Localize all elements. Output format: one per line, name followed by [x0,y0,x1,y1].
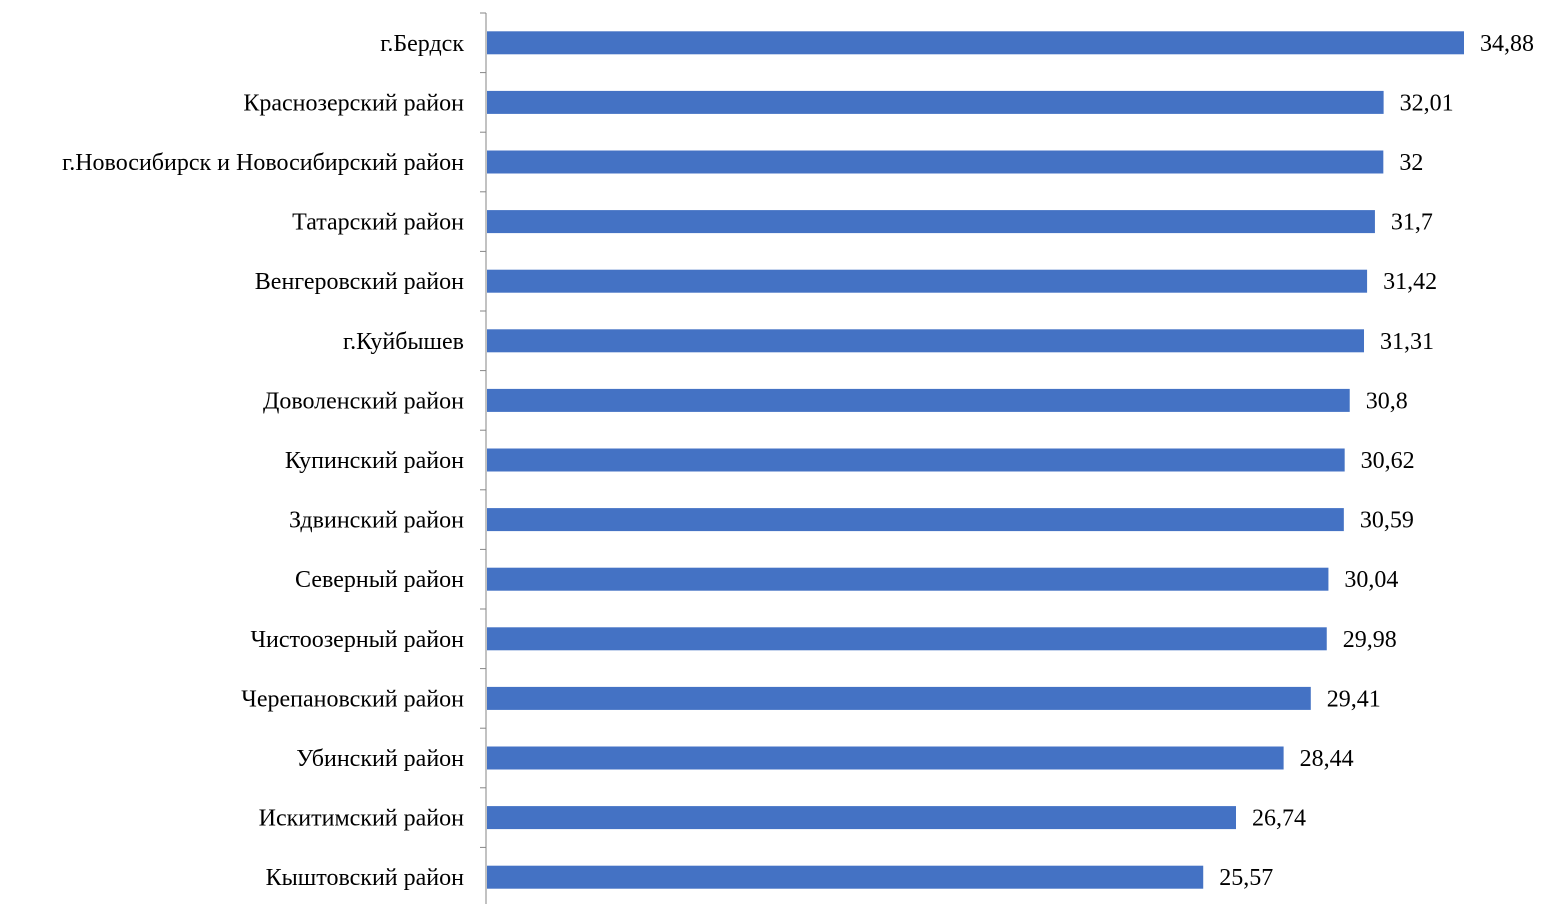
category-label: Кыштовский район [266,865,464,891]
category-label: Краснозерский район [243,90,464,116]
bar [487,686,1311,710]
value-labels: 34,88 32,01 32 31,7 31,42 31,31 30,8 30,62 30,59… [1219,31,1534,891]
data-label: 30,59 [1360,508,1414,534]
category-label: Доволенский район [263,388,464,414]
category-axis [480,12,487,904]
data-label: 25,57 [1219,865,1273,891]
category-label: Чистоозерный район [250,627,464,653]
data-label: 31,42 [1383,269,1437,295]
bar [487,508,1344,532]
data-label: 30,04 [1344,567,1398,593]
category-labels: г.Бердск Краснозерский район г.Новосибирск… [62,31,464,891]
category-label: Купинский район [285,448,464,474]
category-label: Искитимский район [259,806,465,832]
data-label: 31,7 [1391,210,1433,236]
bar [487,567,1329,591]
data-label: 29,41 [1327,686,1381,712]
bar [487,150,1384,174]
category-label: г.Куйбышев [343,329,464,355]
bars-group [487,31,1464,889]
category-label: г.Новосибирск и Новосибирский район [62,150,464,176]
bar [487,269,1368,293]
data-label: 32,01 [1400,90,1454,116]
data-label: 28,44 [1300,746,1354,772]
category-label: Убинский район [296,746,464,772]
data-label: 34,88 [1480,31,1534,57]
category-label: г.Бердск [380,31,464,57]
data-label: 30,8 [1366,388,1408,414]
bar [487,31,1464,55]
bar [487,806,1236,830]
bar [487,448,1345,472]
data-label: 30,62 [1361,448,1415,474]
data-label: 29,98 [1343,627,1397,653]
bar [487,746,1284,770]
category-label: Здвинский район [289,508,464,534]
data-label: 26,74 [1252,806,1306,832]
bar [487,210,1375,234]
bar [487,627,1327,651]
bar [487,329,1365,353]
bar [487,865,1204,889]
bar [487,388,1350,412]
category-label: Северный район [295,567,464,593]
category-label: Татарский район [292,210,464,236]
data-label: 31,31 [1380,329,1434,355]
category-label: Венгеровский район [255,269,464,295]
bar [487,90,1384,114]
category-label: Черепановский район [241,686,464,712]
data-label: 32 [1399,150,1423,176]
